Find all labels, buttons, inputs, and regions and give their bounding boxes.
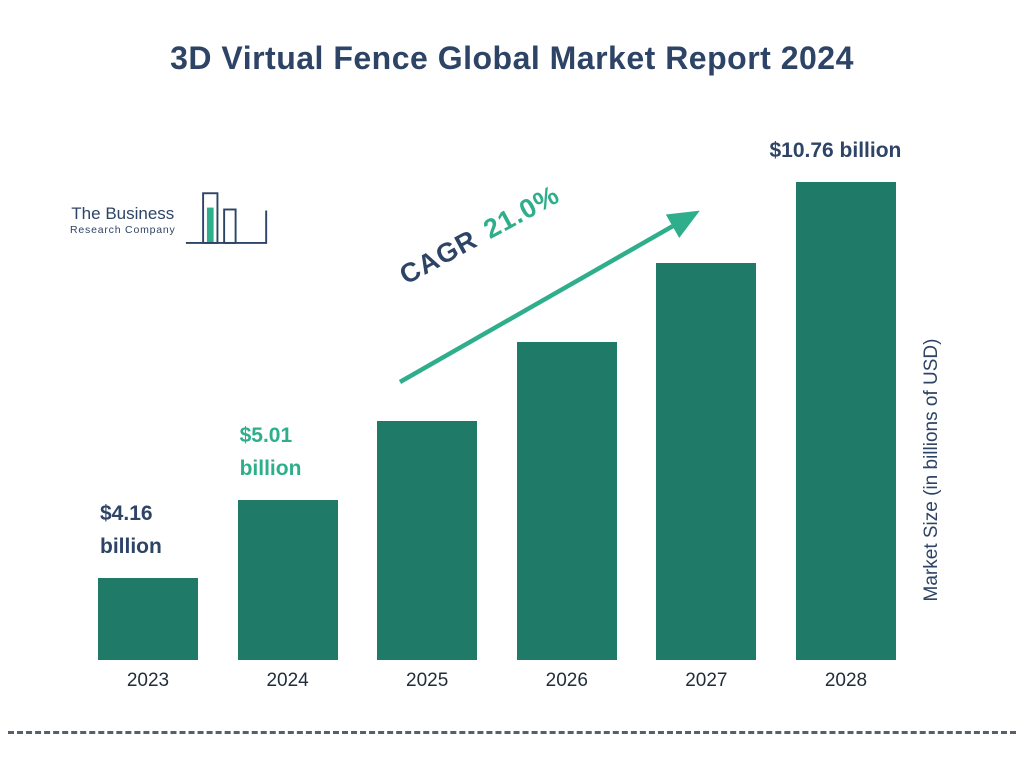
bar-slot-2024: $5.01 billion xyxy=(237,140,338,660)
value-label-2023: $4.16 billion xyxy=(100,501,162,559)
bar-2027 xyxy=(656,263,757,660)
x-tick-2028: 2028 xyxy=(824,670,868,691)
logo-text: The Business Research Company xyxy=(70,204,176,236)
bar-slot-2025 xyxy=(377,140,478,660)
bottom-dashed-line xyxy=(8,731,1016,734)
x-tick-2027: 2027 xyxy=(685,670,728,691)
value-label-2024: $5.01 billion xyxy=(239,423,302,481)
logo-chart-icon xyxy=(185,192,267,244)
value-label-2028: $10.76 billion xyxy=(769,139,902,163)
logo-text-line2: Research Company xyxy=(70,224,176,236)
logo-text-line1: The Business xyxy=(71,204,175,223)
trend-arrow-icon xyxy=(398,210,700,384)
bars: $4.16 billion $5.01 billion $10.76 billion xyxy=(98,139,901,660)
bar-slot-2023: $4.16 billion xyxy=(98,140,198,660)
x-tick-2025: 2025 xyxy=(406,670,449,691)
bar-slot-2027 xyxy=(656,140,757,660)
bar-2025 xyxy=(377,421,478,660)
x-axis-labels: 2023 2024 2025 2026 2027 2028 xyxy=(98,670,896,692)
x-tick-2023: 2023 xyxy=(126,670,170,691)
x-tick-2026: 2026 xyxy=(545,670,588,691)
bar-2028 xyxy=(795,182,896,660)
bar-2026 xyxy=(516,342,617,660)
bar-slot-2028: $10.76 billion xyxy=(769,139,901,660)
logo: The Business Research Company xyxy=(70,190,270,250)
page-title: 3D Virtual Fence Global Market Report 20… xyxy=(170,40,854,76)
bar-2024 xyxy=(237,500,338,660)
y-axis-title: Market Size (in billions of USD) xyxy=(921,338,942,602)
x-tick-2024: 2024 xyxy=(266,670,309,691)
bar-slot-2026 xyxy=(516,140,617,660)
bar-2023 xyxy=(98,578,198,660)
